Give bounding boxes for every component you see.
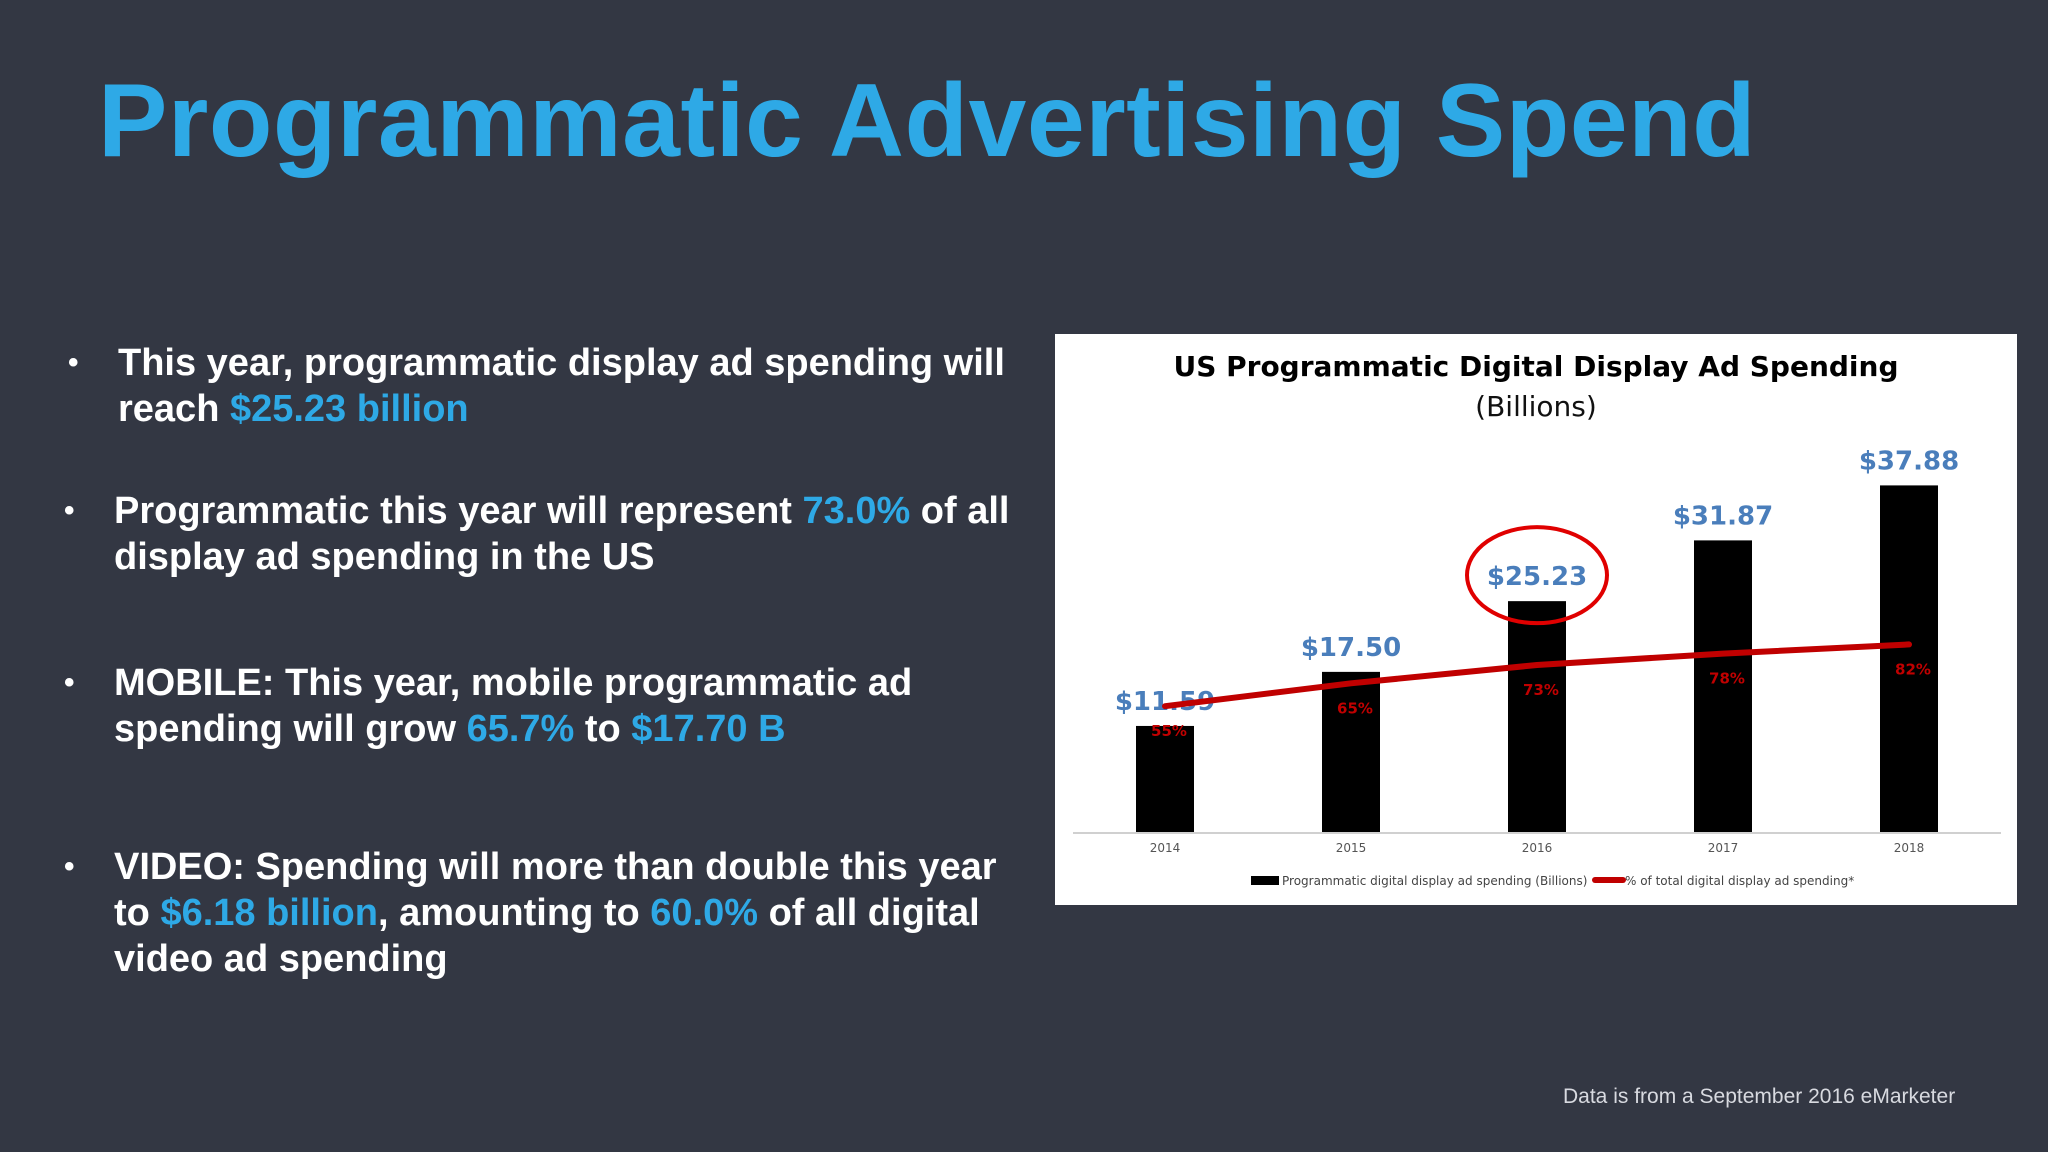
bar-line-chart: US Programmatic Digital Display Ad Spend…	[1073, 350, 2001, 888]
bullet-text-segment: This year, programmatic display ad spend…	[118, 342, 1005, 430]
bar	[1136, 725, 1194, 832]
highlight-circle	[1465, 525, 1609, 626]
legend-swatch-bars	[1251, 876, 1279, 885]
bullet-item: • MOBILE: This year, mobile programmatic …	[64, 660, 1024, 752]
bullet-text: This year, programmatic display ad spend…	[118, 340, 1028, 432]
bullet-text-segment: of all digital video ad spending	[114, 892, 980, 980]
bullet-item: • Programmatic this year will represent 7…	[64, 488, 1024, 580]
x-tick-label: 2018	[1894, 841, 1925, 855]
bullet-marker: •	[64, 666, 75, 699]
bullet-text-segment: , amounting to	[377, 892, 651, 934]
bar	[1322, 671, 1380, 832]
bullet-text: Programmatic this year will represent 73…	[114, 488, 1024, 580]
percent-label: 78%	[1709, 670, 1745, 688]
chart-subtitle: (Billions)	[1475, 390, 1597, 423]
bullet-text: VIDEO: Spending will more than double th…	[114, 844, 1024, 982]
chart-title: US Programmatic Digital Display Ad Spend…	[1173, 350, 1898, 383]
highlighted-figure: $25.23 billion	[229, 388, 469, 430]
bar-value-label: $25.23	[1487, 562, 1587, 592]
percent-label: 65%	[1337, 699, 1373, 717]
x-tick-label: 2016	[1522, 841, 1553, 855]
bullet-text-segment: Programmatic this year will represent	[114, 490, 803, 532]
bullet-marker: •	[68, 346, 79, 379]
bullet-marker: •	[64, 850, 75, 883]
chart-panel: US Programmatic Digital Display Ad Spend…	[1055, 334, 2017, 905]
bar	[1694, 540, 1752, 832]
bullet-text-segment: MOBILE: This year, mobile programmatic a…	[114, 662, 913, 750]
bar-value-label: $37.88	[1859, 446, 1959, 476]
bullet-item: • This year, programmatic display ad spen…	[68, 340, 1028, 432]
bar	[1508, 601, 1566, 832]
percent-label: 55%	[1151, 722, 1187, 740]
x-tick-label: 2017	[1708, 841, 1739, 855]
highlighted-figure: 65.7%	[466, 708, 575, 750]
bar	[1880, 485, 1938, 832]
highlighted-figure: 60.0%	[650, 892, 759, 934]
percent-line	[1162, 641, 1912, 710]
bullet-text-segment: to	[574, 708, 632, 750]
highlighted-figure: 73.0%	[802, 490, 911, 532]
bullet-item: • VIDEO: Spending will more than double t…	[64, 844, 1024, 982]
highlighted-figure: $6.18 billion	[160, 892, 378, 934]
bar-value-label: $17.50	[1301, 633, 1401, 663]
highlighted-figure: $17.70 B	[631, 708, 786, 750]
x-tick-label: 2014	[1150, 841, 1181, 855]
legend-label-bars: Programmatic digital display ad spending…	[1282, 874, 1587, 888]
legend-label-line: % of total digital display ad spending*	[1625, 874, 1854, 888]
percent-label: 82%	[1895, 660, 1931, 678]
percent-label: 73%	[1523, 681, 1559, 699]
bullet-marker: •	[64, 494, 75, 527]
bar-value-label: $31.87	[1673, 501, 1773, 531]
x-tick-label: 2015	[1336, 841, 1367, 855]
bullet-text-segment: of all display ad spending in the US	[114, 490, 1010, 578]
footnote: Data is from a September 2016 eMarketer	[1563, 1085, 1956, 1108]
bullet-text: MOBILE: This year, mobile programmatic a…	[114, 660, 1024, 752]
slide-title: Programmatic Advertising Spend	[98, 63, 1757, 179]
bullet-text-segment: VIDEO: Spending will more than double th…	[114, 846, 997, 934]
